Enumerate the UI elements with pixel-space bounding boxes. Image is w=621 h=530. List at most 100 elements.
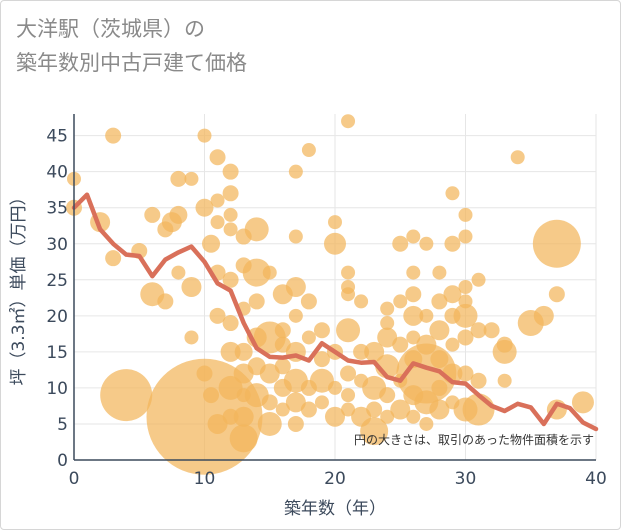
bubble-point bbox=[144, 206, 161, 223]
median-price-line bbox=[71, 192, 599, 432]
bubble-point bbox=[184, 330, 199, 345]
bubble-point bbox=[405, 286, 422, 303]
bubble-point bbox=[419, 308, 434, 323]
bubble-point bbox=[234, 342, 253, 361]
bubble-point bbox=[431, 379, 448, 396]
bubble-point bbox=[366, 401, 383, 418]
bubble-point bbox=[533, 305, 554, 326]
bubble-point bbox=[380, 409, 395, 424]
bubble-point bbox=[429, 320, 450, 341]
bubble-point bbox=[171, 265, 186, 280]
x-tick-label: 20 bbox=[324, 469, 346, 489]
bubble-size-annotation: 円の大きさは、取引のあった物件面積を示す bbox=[354, 432, 594, 447]
bubble-point bbox=[419, 236, 434, 251]
bubble-point bbox=[196, 365, 213, 382]
bubble-point bbox=[470, 372, 487, 389]
bubble-point bbox=[392, 336, 409, 353]
bubble-point bbox=[431, 293, 448, 310]
bubble-point bbox=[274, 358, 291, 375]
bubble-point bbox=[445, 186, 460, 201]
bubble-point bbox=[222, 315, 239, 332]
bubble-point bbox=[210, 215, 225, 230]
bubble-point bbox=[273, 378, 292, 397]
y-tick-label: 0 bbox=[57, 451, 68, 471]
bubble-point bbox=[443, 285, 462, 304]
bubble-point bbox=[458, 280, 473, 294]
bubble-point bbox=[218, 375, 243, 400]
y-tick-label: 40 bbox=[46, 163, 68, 183]
bubble-point bbox=[209, 307, 226, 324]
bubble-point bbox=[364, 341, 385, 362]
bubble-point bbox=[354, 373, 369, 388]
bubble-point bbox=[202, 234, 221, 253]
bubble-point bbox=[328, 380, 342, 395]
bubble-point bbox=[313, 351, 330, 368]
bubble-point bbox=[403, 385, 424, 406]
bubble-point bbox=[380, 301, 395, 316]
bubble-point bbox=[222, 185, 239, 202]
bubble-point bbox=[207, 413, 228, 434]
bubble-point bbox=[285, 277, 306, 297]
bubble-point bbox=[314, 395, 329, 410]
bubble-point bbox=[458, 207, 473, 222]
bubble-point bbox=[248, 293, 265, 310]
bubble-point bbox=[261, 394, 278, 411]
bubble-point bbox=[223, 222, 238, 237]
bubble-point bbox=[341, 287, 356, 302]
bubble-point bbox=[457, 329, 474, 346]
bubble-point bbox=[300, 379, 317, 396]
bubble-point bbox=[429, 399, 450, 420]
bubble-point bbox=[328, 215, 342, 230]
bubble-point bbox=[288, 229, 303, 244]
bubble-point bbox=[184, 171, 199, 186]
bubble-point bbox=[453, 397, 478, 422]
bubble-point bbox=[444, 235, 461, 252]
bubble-point bbox=[235, 257, 252, 274]
bubble-point bbox=[341, 265, 356, 280]
bubble-point bbox=[341, 388, 356, 403]
x-tick-label: 0 bbox=[69, 469, 80, 489]
bubble-point bbox=[235, 228, 252, 245]
axes bbox=[73, 114, 596, 461]
bubble-point bbox=[222, 271, 239, 288]
bubble-point bbox=[496, 336, 513, 353]
bubble-point bbox=[195, 198, 214, 217]
y-tick-label: 15 bbox=[46, 343, 68, 363]
chart-title-line1: 大洋駅（茨城県）の bbox=[16, 17, 205, 41]
bubble-point bbox=[406, 330, 421, 345]
bubble-point bbox=[223, 207, 238, 222]
bubble-point bbox=[483, 322, 500, 339]
median-line-series bbox=[71, 192, 599, 432]
bubble-point bbox=[416, 334, 437, 355]
bubble-point bbox=[453, 303, 478, 328]
bubble-point bbox=[403, 305, 424, 326]
bubble-point bbox=[470, 322, 487, 339]
bubble-point bbox=[222, 408, 239, 425]
bubble-point bbox=[236, 388, 251, 403]
bubble-point bbox=[285, 392, 306, 413]
bubble-point bbox=[105, 250, 122, 267]
y-tick-label: 45 bbox=[46, 127, 68, 147]
bubble-point bbox=[406, 229, 421, 244]
bubble-point bbox=[353, 343, 370, 360]
y-tick-label: 20 bbox=[46, 307, 68, 327]
bubble-point bbox=[301, 143, 316, 158]
bubble-point bbox=[274, 322, 291, 339]
bubble-point bbox=[340, 365, 357, 382]
x-tick-label: 30 bbox=[455, 469, 477, 489]
bubble-point bbox=[300, 293, 317, 310]
bubble-point bbox=[197, 128, 212, 143]
bubble-point bbox=[288, 308, 303, 323]
bubble-point bbox=[390, 399, 411, 420]
bubble-point bbox=[100, 369, 153, 422]
bubble-point bbox=[471, 272, 486, 287]
bubble-point bbox=[203, 387, 220, 404]
bubble-point bbox=[393, 294, 408, 309]
y-axis-label: 坪（3.3㎡）単価（万円） bbox=[9, 188, 29, 385]
y-tick-label: 5 bbox=[57, 415, 68, 435]
bubble-point bbox=[406, 265, 421, 280]
bubble-point bbox=[229, 424, 258, 453]
bubble-point bbox=[181, 277, 202, 297]
bubble-point bbox=[497, 373, 512, 388]
bubble-point bbox=[220, 341, 241, 362]
